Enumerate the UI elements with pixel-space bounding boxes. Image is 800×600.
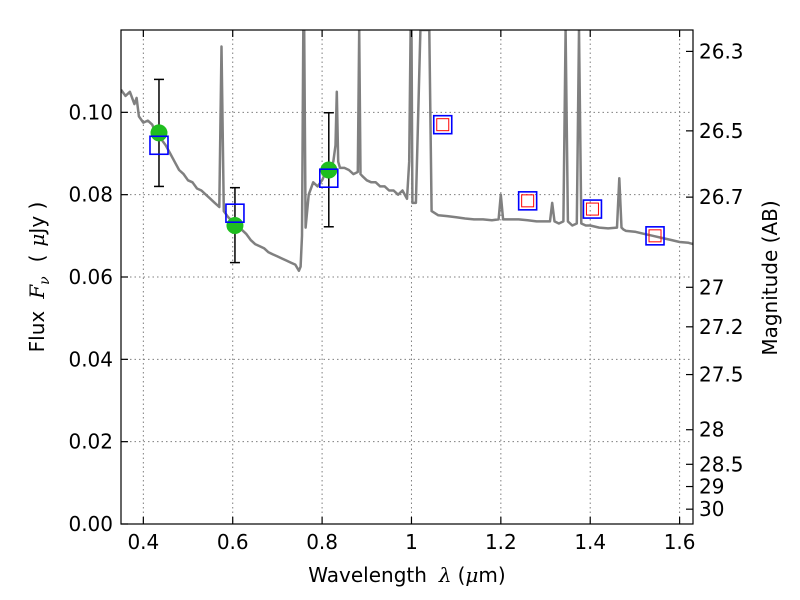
grid-lines <box>121 30 693 524</box>
y-tick-labels: 0.00 0.02 0.04 0.06 0.08 0.10 <box>68 100 113 536</box>
x-tick-label: 1.4 <box>574 530 606 554</box>
observed-point <box>150 124 168 142</box>
synthetic-photometry-squares <box>436 118 662 243</box>
y2-tick-label: 26.3 <box>699 39 744 63</box>
y2-tick-label: 30 <box>699 497 724 521</box>
y2-tick-label: 27 <box>699 275 724 299</box>
x-tick-labels: 0.4 0.6 0.8 1 1.2 1.4 1.6 <box>127 530 695 554</box>
x-tick-label: 1.2 <box>485 530 517 554</box>
y2-tick-label: 26.7 <box>699 185 744 209</box>
y2-tick-label: 27.5 <box>699 363 744 387</box>
x-axis-title: Wavelength λ (μm) <box>308 563 505 587</box>
x-tick-label: 0.8 <box>306 530 338 554</box>
synthetic-photometry-square <box>648 229 662 243</box>
model-photometry-square <box>149 135 169 156</box>
y2-axis-title: Magnitude (AB) <box>758 200 782 355</box>
model-photometry-square <box>645 226 665 246</box>
synthetic-photometry-square <box>436 118 450 132</box>
y2-tick-label: 28 <box>699 418 724 442</box>
model-photometry-squares <box>149 114 665 246</box>
axis-ticks <box>121 30 693 525</box>
synthetic-photometry-square <box>585 202 599 216</box>
x-tick-label: 1 <box>405 530 418 554</box>
model-photometry-square <box>318 168 339 188</box>
y-axis-title: FluxFν(μJy ) <box>25 202 53 353</box>
x-tick-label: 1.6 <box>664 530 696 554</box>
plot-area <box>121 30 693 273</box>
model-photometry-square <box>432 114 453 135</box>
model-spectrum-line <box>121 30 693 273</box>
y-tick-label: 0.08 <box>68 183 113 207</box>
model-photometry-square <box>225 203 245 223</box>
observed-point <box>226 217 244 235</box>
y2-tick-label: 29 <box>699 475 724 499</box>
y-tick-label: 0.06 <box>68 265 113 289</box>
x-tick-label: 0.4 <box>127 530 159 554</box>
model-photometry-square <box>517 191 538 211</box>
y-tick-label: 0.00 <box>68 512 113 536</box>
y2-tick-label: 26.5 <box>699 119 744 143</box>
model-photometry-square <box>582 199 603 219</box>
y2-tick-label: 27.2 <box>699 315 744 339</box>
synthetic-photometry-square <box>521 194 535 208</box>
x-tick-label: 0.6 <box>217 530 249 554</box>
y-tick-label: 0.10 <box>68 100 113 124</box>
y-tick-label: 0.02 <box>68 430 113 454</box>
y-tick-label: 0.04 <box>68 347 113 371</box>
y2-tick-label: 28.5 <box>699 452 744 476</box>
